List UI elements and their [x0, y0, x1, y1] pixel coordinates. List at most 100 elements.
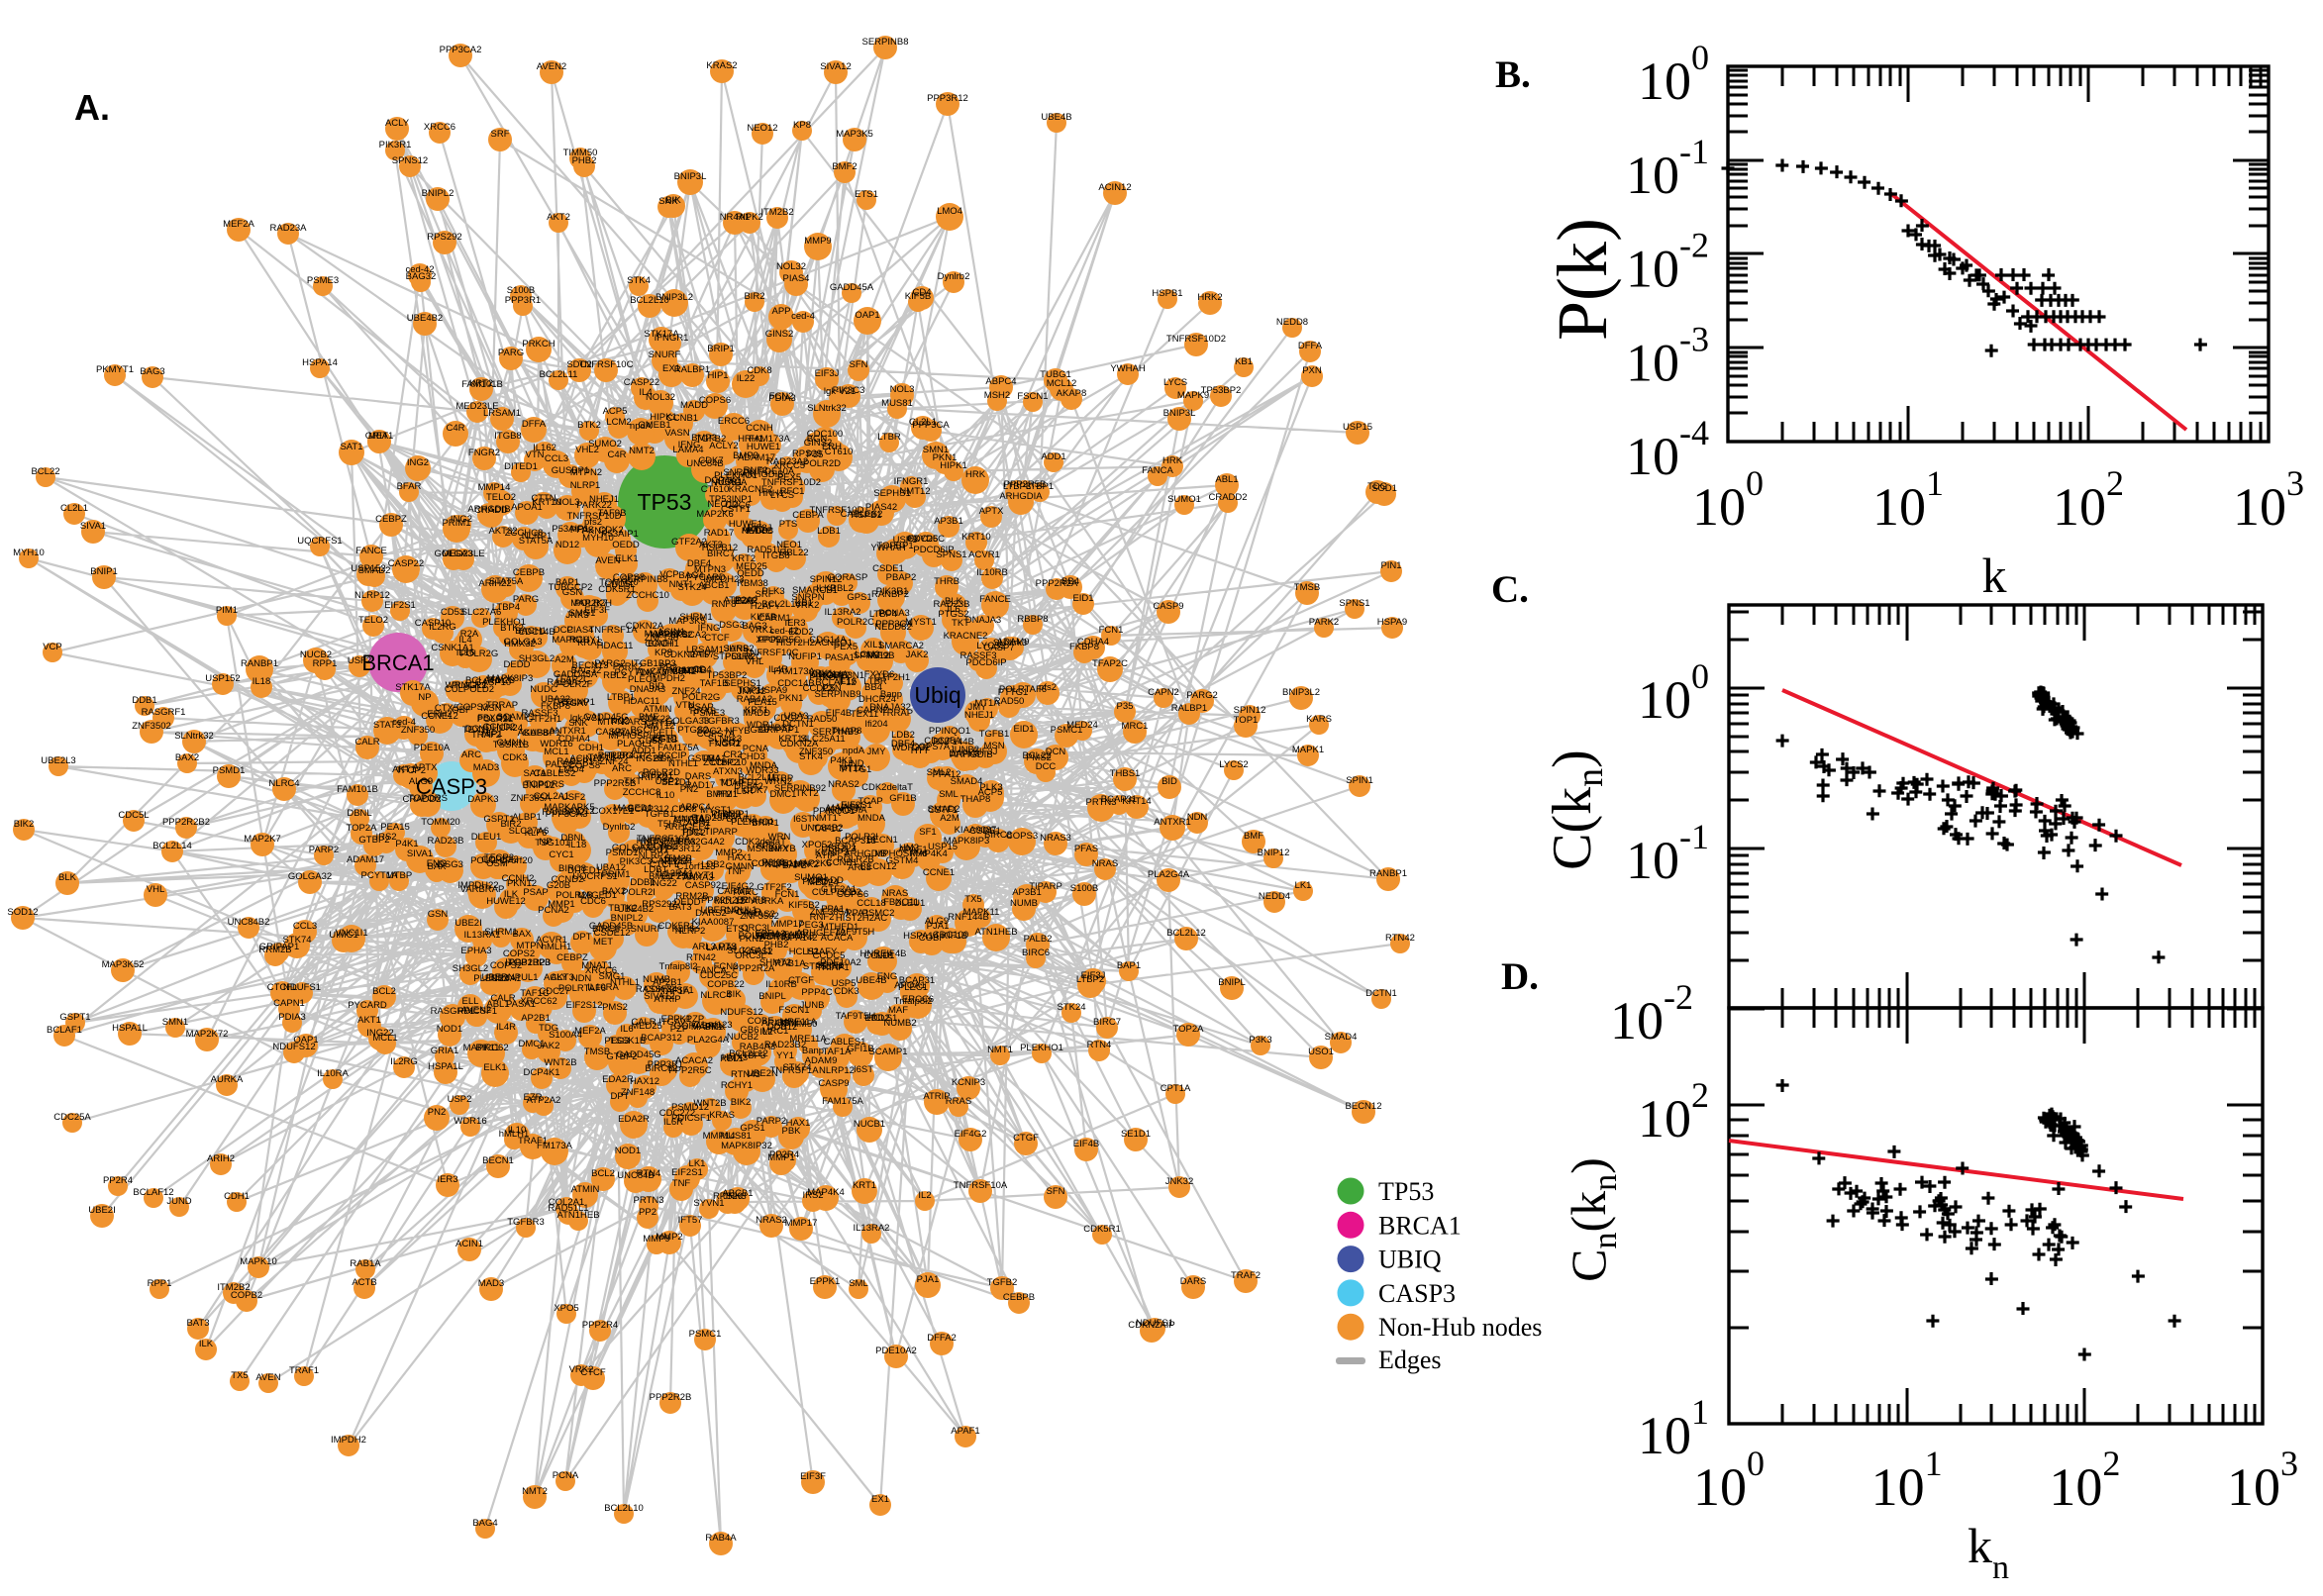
svg-text:ATN1HEB: ATN1HEB	[556, 1210, 599, 1221]
svg-text:DDB1: DDB1	[132, 695, 156, 706]
svg-text:RAD23A2: RAD23A2	[766, 456, 808, 467]
svg-text:BNIP3L2: BNIP3L2	[1282, 687, 1320, 698]
svg-text:PLA2G4A: PLA2G4A	[687, 1035, 730, 1046]
svg-text:FANCE: FANCE	[979, 594, 1011, 605]
svg-text:SFN: SFN	[1047, 1186, 1065, 1197]
svg-text:BCL2L10: BCL2L10	[604, 1503, 644, 1514]
svg-text:MAP2K7: MAP2K7	[244, 834, 281, 845]
svg-text:TNFRSF10D2: TNFRSF10D2	[1166, 334, 1226, 345]
svg-text:TNFRSF10C: TNFRSF10C	[579, 359, 634, 370]
svg-text:WDR332: WDR332	[892, 743, 931, 753]
svg-text:MAPK11: MAPK11	[463, 1043, 500, 1053]
svg-text:BTK2: BTK2	[577, 420, 601, 431]
svg-text:GINS2: GINS2	[765, 329, 794, 340]
svg-text:JAK2: JAK2	[538, 1041, 560, 1051]
svg-text:PBAP2: PBAP2	[886, 572, 917, 583]
svg-text:ZNF24: ZNF24	[671, 686, 700, 697]
svg-text:NEDD4: NEDD4	[1259, 891, 1290, 902]
svg-text:PN2: PN2	[428, 1107, 446, 1118]
svg-text:ACP5: ACP5	[603, 406, 628, 417]
svg-text:LYCS: LYCS	[1163, 377, 1187, 388]
svg-text:DBF4: DBF4	[687, 558, 711, 569]
svg-text:SCAMP1: SCAMP1	[868, 1047, 907, 1057]
svg-text:UBE4B: UBE4B	[856, 975, 886, 986]
svg-text:USF2: USF2	[561, 792, 585, 803]
svg-text:SNK: SNK	[658, 196, 678, 207]
svg-text:PPP2R5B: PPP2R5B	[594, 778, 637, 789]
svg-text:RBBP8: RBBP8	[1017, 614, 1048, 625]
svg-text:SERPINB9: SERPINB9	[815, 689, 861, 700]
svg-text:PPP4C: PPP4C	[801, 987, 832, 998]
svg-text:ZNF385A: ZNF385A	[810, 907, 851, 918]
svg-text:GADD45B: GADD45B	[589, 921, 633, 932]
svg-text:LDB2: LDB2	[891, 730, 915, 741]
svg-text:PLEKHO1: PLEKHO1	[482, 617, 526, 628]
svg-text:10-4: 10-4	[1626, 413, 1709, 486]
svg-text:BRCA1: BRCA1	[361, 650, 434, 675]
svg-text:ARL3: ARL3	[848, 862, 871, 873]
svg-text:PSMD12: PSMD12	[671, 1102, 709, 1113]
svg-text:CARM1: CARM1	[758, 613, 790, 624]
svg-text:MAPK10: MAPK10	[240, 1256, 277, 1267]
svg-text:NEO1: NEO1	[827, 638, 853, 648]
svg-text:EID1: EID1	[1072, 593, 1093, 604]
svg-text:MNAT1: MNAT1	[581, 960, 613, 971]
svg-text:USP15: USP15	[928, 842, 958, 852]
svg-text:APAF1: APAF1	[951, 1426, 979, 1437]
svg-text:PASA1: PASA1	[825, 652, 855, 663]
svg-text:ELL: ELL	[659, 728, 676, 739]
svg-text:MAPK8IP3: MAPK8IP3	[487, 673, 533, 684]
svg-text:TNF: TNF	[727, 866, 746, 877]
svg-text:CDC27: CDC27	[539, 986, 569, 997]
svg-text:ACTB: ACTB	[352, 1277, 376, 1288]
svg-text:MEF2A: MEF2A	[223, 219, 254, 230]
svg-text:PEG3: PEG3	[604, 1036, 629, 1047]
svg-text:KRT10: KRT10	[961, 532, 990, 543]
svg-text:LYCS2: LYCS2	[1219, 759, 1248, 770]
svg-text:LTBR: LTBR	[877, 432, 901, 443]
svg-text:MAD3: MAD3	[473, 762, 499, 773]
svg-text:DFFA: DFFA	[522, 419, 547, 430]
svg-text:DFFA: DFFA	[1298, 341, 1323, 351]
svg-text:BID: BID	[1162, 776, 1177, 787]
svg-text:HCLS1: HCLS1	[867, 1013, 898, 1024]
svg-text:UBERNPUL1: UBERNPUL1	[700, 905, 757, 916]
svg-text:CASP9: CASP9	[818, 1078, 849, 1089]
svg-text:SARS2: SARS2	[723, 644, 754, 654]
svg-text:GADD45G: GADD45G	[583, 712, 628, 723]
svg-text:STP53RK: STP53RK	[803, 961, 846, 972]
svg-text:TRAF2: TRAF2	[1231, 1270, 1261, 1281]
svg-text:ACIN1: ACIN1	[455, 1239, 483, 1249]
svg-text:S100B: S100B	[1070, 883, 1099, 894]
svg-text:ILK: ILK	[199, 1339, 214, 1349]
svg-text:CDC6: CDC6	[725, 500, 751, 511]
svg-text:RPS292: RPS292	[427, 232, 461, 243]
svg-text:CHD3: CHD3	[740, 751, 765, 762]
svg-text:PPP2R4: PPP2R4	[582, 1320, 618, 1331]
svg-text:NLRP1: NLRP1	[570, 480, 601, 491]
svg-text:FANCA: FANCA	[695, 965, 727, 976]
svg-text:GTF2F2: GTF2F2	[757, 882, 791, 893]
svg-text:PSMC1: PSMC1	[689, 1329, 722, 1340]
svg-text:KB1: KB1	[795, 598, 813, 609]
svg-text:10-3: 10-3	[1626, 319, 1709, 392]
svg-text:SML: SML	[939, 789, 959, 800]
svg-text:PSAP: PSAP	[523, 887, 548, 898]
svg-text:C4R: C4R	[607, 449, 626, 460]
svg-text:SF1: SF1	[919, 827, 936, 838]
svg-text:USO1: USO1	[1308, 1047, 1334, 1057]
svg-text:IMPDH22: IMPDH22	[457, 880, 498, 891]
svg-text:PRTN3: PRTN3	[634, 1195, 664, 1206]
svg-text:YY1: YY1	[776, 1050, 794, 1061]
svg-text:LCM2: LCM2	[855, 649, 879, 660]
svg-text:AKT3: AKT3	[551, 972, 574, 983]
svg-text:P3K3: P3K3	[1249, 1035, 1271, 1046]
svg-text:NNT1: NNT1	[669, 579, 694, 590]
svg-text:A.: A.	[74, 87, 110, 128]
svg-text:CDK22: CDK22	[641, 714, 671, 725]
svg-text:UNC84B2: UNC84B2	[801, 823, 844, 834]
svg-text:100: 100	[1692, 463, 1764, 537]
svg-text:MCL1: MCL1	[372, 1033, 397, 1044]
svg-text:SERPINB9: SERPINB9	[813, 727, 859, 738]
svg-text:BNIP3L: BNIP3L	[1163, 408, 1196, 419]
